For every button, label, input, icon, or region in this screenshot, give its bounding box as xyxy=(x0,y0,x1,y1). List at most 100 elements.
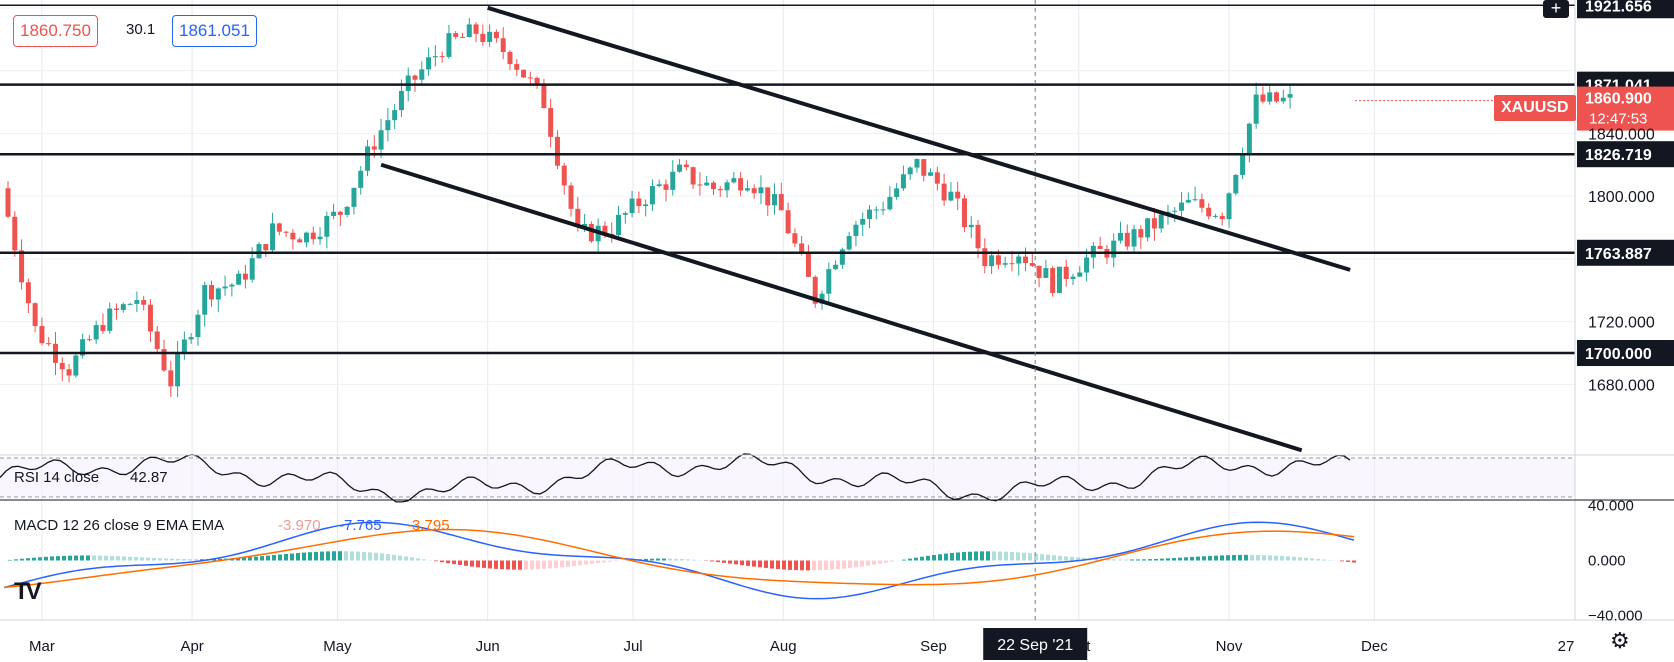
macd-hist-bar xyxy=(1274,555,1278,561)
candle-body xyxy=(39,326,45,344)
candle-body xyxy=(1070,276,1076,280)
candle-body xyxy=(677,164,683,172)
macd-hist-bar xyxy=(1106,559,1110,561)
macd-hist-bar xyxy=(842,560,846,569)
macd-hist-bar xyxy=(968,551,972,561)
candle-body xyxy=(480,33,486,42)
macd-hist-bar xyxy=(98,555,102,561)
candle-body xyxy=(141,300,147,305)
bid-price-box[interactable]: 1860.750 xyxy=(13,15,98,47)
candle-body xyxy=(1145,218,1151,238)
horizontal-levels[interactable]: 1921.6561871.0411826.7191763.8871700.000… xyxy=(0,0,1674,367)
tradingview-logo-icon[interactable]: TV xyxy=(14,578,42,605)
grid-lines xyxy=(0,0,1575,620)
candle-body xyxy=(1043,268,1049,278)
macd-hist-bar xyxy=(986,551,990,561)
macd-hist-bar xyxy=(32,557,36,561)
candle-body xyxy=(717,189,723,191)
candle-body xyxy=(1280,97,1286,102)
x-tick-label: Nov xyxy=(1216,638,1243,655)
candle-body xyxy=(5,188,11,217)
candle-body xyxy=(582,223,588,227)
macd-hist-bar xyxy=(254,556,258,561)
candle-body xyxy=(202,285,208,315)
macd-y-tick: 40.000 xyxy=(1588,498,1634,515)
candle-body xyxy=(168,370,174,387)
candle-body xyxy=(1206,207,1212,217)
macd-hist-bar xyxy=(566,560,570,567)
candle-body xyxy=(324,215,330,237)
candle-body xyxy=(453,33,459,37)
candle-body xyxy=(419,69,425,80)
candle-body xyxy=(975,224,981,249)
macd-signal-value: -3.795 xyxy=(407,517,450,534)
macd-hist-bar xyxy=(1268,555,1272,561)
candle-body xyxy=(710,182,716,190)
gear-icon[interactable]: ⚙ xyxy=(1610,628,1630,653)
candle-body xyxy=(378,130,384,150)
macd-hist-bar xyxy=(500,560,504,570)
macd-hist-bar xyxy=(14,559,18,561)
candle-body xyxy=(629,198,635,214)
symbol-badge: XAUUSD xyxy=(1494,95,1576,121)
macd-hist-bar xyxy=(614,560,618,562)
bar-countdown: 12:47:53 xyxy=(1589,111,1647,128)
macd-hist-bar xyxy=(1166,558,1170,561)
macd-hist-bar xyxy=(764,560,768,568)
candle-body xyxy=(93,325,99,340)
x-tick-label: Apr xyxy=(180,638,203,655)
trendlines[interactable] xyxy=(380,5,1351,453)
candle-body xyxy=(1219,215,1225,220)
macd-hist-bar xyxy=(662,558,666,561)
macd-hist-bar xyxy=(1208,555,1212,561)
macd-hist-bar xyxy=(950,552,954,561)
macd-hist-bar xyxy=(26,558,30,561)
candle-body xyxy=(331,211,337,216)
macd-hist-bar xyxy=(212,558,216,561)
candle-body xyxy=(704,182,710,186)
macd-hist-bar xyxy=(1352,560,1356,563)
ask-price-box[interactable]: 1861.051 xyxy=(172,15,257,47)
macd-hist-bar xyxy=(746,560,750,566)
candle-body xyxy=(1240,154,1246,175)
macd-hist-bar xyxy=(110,555,114,561)
rsi-legend-value: 42.87 xyxy=(130,469,168,486)
candle-body xyxy=(880,209,886,211)
macd-hist-bar xyxy=(524,560,528,570)
last-price-tag xyxy=(1577,86,1674,131)
level-price-tag xyxy=(1577,239,1674,266)
macd-hist-bar xyxy=(860,560,864,567)
macd-hist-bar xyxy=(914,557,918,561)
candle-body xyxy=(1179,202,1185,211)
macd-hist-bar xyxy=(1262,555,1266,561)
macd-hist-bar xyxy=(464,560,468,566)
candle-body xyxy=(181,339,187,353)
candle-body xyxy=(948,191,954,201)
macd-hist-bar xyxy=(962,552,966,561)
macd-hist-bar xyxy=(242,557,246,561)
macd-hist-bar xyxy=(800,560,804,571)
macd-hist-bar xyxy=(1250,554,1254,561)
macd-hist-bar xyxy=(1004,551,1008,561)
macd-hist-bar xyxy=(920,556,924,561)
x-tick-label: Jun xyxy=(476,638,500,655)
add-plus-button[interactable]: + xyxy=(1543,0,1569,18)
macd-hist-bar xyxy=(854,560,858,568)
macd-hist-bar xyxy=(884,560,888,563)
macd-hist-bar xyxy=(680,559,684,561)
candle-body xyxy=(995,255,1001,265)
macd-hist-bar xyxy=(872,560,876,565)
macd-hist-bar xyxy=(542,560,546,569)
level-price-label: 1700.000 xyxy=(1585,346,1652,363)
candle-body xyxy=(66,369,72,376)
candle-body xyxy=(432,56,438,58)
macd-hist-bar xyxy=(1226,555,1230,561)
macd-hist-bar xyxy=(722,560,726,563)
macd-hist-bar xyxy=(104,555,108,561)
macd-hist-bar xyxy=(374,552,378,561)
macd-hist-bar xyxy=(158,558,162,561)
candle-body xyxy=(1260,94,1266,102)
macd-hist-bar xyxy=(338,551,342,561)
